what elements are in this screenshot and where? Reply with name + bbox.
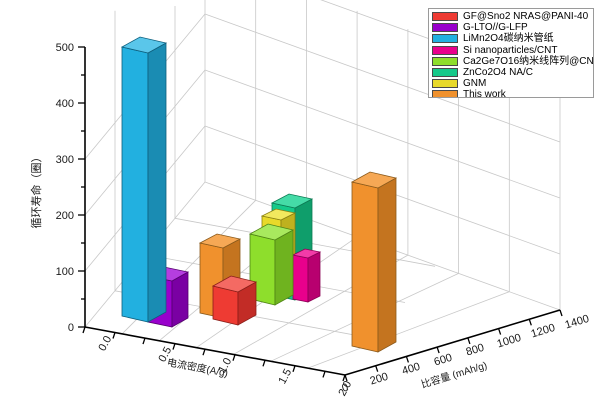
chart-legend: GF@Sno2 NRAS@PANI-40 G-LTO//G-LFP LiMn2O… — [428, 8, 594, 98]
legend-swatch-icon — [432, 79, 458, 89]
y-axis-ticks — [344, 309, 563, 382]
legend-item-label: ZnCo2O4 NA/C — [463, 67, 534, 79]
y-tick-0: 0 — [340, 381, 349, 394]
bar-limn2o4 — [120, 36, 168, 323]
bar-this-work — [350, 171, 398, 353]
legend-item-label: Ca2Ge7O16纳米线阵列@CNT — [463, 55, 594, 67]
bar-si-nanoparticles — [291, 248, 322, 303]
legend-item-label: GF@Sno2 NRAS@PANI-40 — [463, 11, 589, 23]
legend-item[interactable]: LiMn2O4碳纳米管纸 — [432, 33, 593, 44]
y-tick-800: 800 — [465, 342, 486, 359]
legend-item[interactable]: This work — [432, 89, 593, 98]
legend-swatch-icon — [432, 12, 458, 22]
y-tick-200: 200 — [369, 371, 390, 388]
y-tick-400: 400 — [401, 361, 422, 378]
z-tick-500: 500 — [56, 42, 74, 54]
legend-item-label: Si nanoparticles/CNT — [463, 44, 558, 56]
legend-item-label: GNM — [463, 78, 487, 90]
legend-item[interactable]: GF@Sno2 NRAS@PANI-40 — [432, 11, 593, 22]
legend-item-label: LiMn2O4碳纳米管纸 — [463, 33, 554, 45]
bar-ca2ge7o16 — [248, 223, 295, 306]
z-tick-0: 0 — [68, 322, 74, 334]
legend-swatch-icon — [432, 56, 458, 66]
z-tick-300: 300 — [56, 154, 74, 166]
z-tick-100: 100 — [56, 266, 74, 278]
z-tick-labels: 500 400 300 200 100 0 — [56, 42, 74, 334]
legend-swatch-icon — [432, 45, 458, 55]
z-tick-400: 400 — [56, 98, 74, 110]
y-tick-labels: 0 200 400 600 800 1000 1200 1400 — [340, 313, 590, 395]
legend-item[interactable]: G-LTO//G-LFP — [432, 22, 593, 33]
z-tick-200: 200 — [56, 210, 74, 222]
legend-swatch-icon — [432, 68, 458, 78]
legend-swatch-icon — [432, 34, 458, 44]
floor — [85, 182, 560, 375]
legend-item[interactable]: ZnCo2O4 NA/C — [432, 67, 593, 78]
z-axis-ticks — [78, 46, 85, 328]
legend-swatch-icon — [432, 23, 458, 33]
bar-gf-sno2 — [211, 275, 258, 326]
legend-item[interactable]: Ca2Ge7O16纳米线阵列@CNT — [432, 56, 593, 67]
legend-item-label: G-LTO//G-LFP — [463, 22, 528, 34]
legend-item[interactable]: Si nanoparticles/CNT — [432, 45, 593, 56]
z-axis-title: 循环寿命（圈） — [29, 152, 43, 229]
legend-item[interactable]: GNM — [432, 78, 593, 89]
y-tick-600: 600 — [433, 352, 454, 369]
legend-swatch-icon — [432, 90, 458, 97]
legend-item-label: This work — [463, 89, 506, 98]
